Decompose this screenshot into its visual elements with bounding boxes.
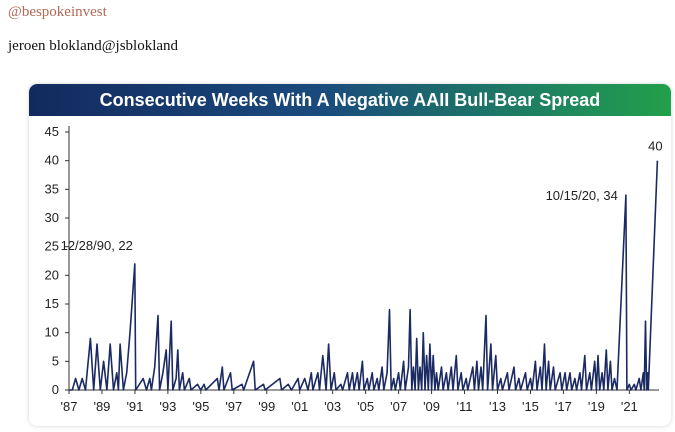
chart-svg: 0 5 10 15 20 25 30 35 40 45 '87 '89 '91 '93 '95 '97 '99 '… [45,124,663,414]
x-tick-label: '99 [258,399,275,414]
x-tick-label: '03 [324,399,341,414]
annotation-label: 40 [648,139,662,154]
author-line: jeroen blokland@jsblokland [8,38,179,54]
x-tick-label: '07 [390,399,407,414]
y-tick-label: 5 [52,353,59,368]
x-tick-label: '15 [522,399,539,414]
y-tick-label: 30 [45,210,59,225]
x-tick-label: '19 [588,399,605,414]
x-tick-label: '95 [192,399,209,414]
x-tick-label: '87 [61,399,78,414]
x-tick-label: '91 [126,399,143,414]
annotation-label: 10/15/20, 34 [546,188,618,203]
y-tick-label: 40 [45,153,59,168]
x-tick-label: '89 [93,399,110,414]
chart-title: Consecutive Weeks With A Negative AAII B… [29,84,671,116]
x-tick-label: '13 [489,399,506,414]
x-tick-label: '93 [159,399,176,414]
tweet-handle[interactable]: @bespokeinvest [8,4,107,20]
y-tick-label: 20 [45,267,59,282]
x-tick-label: '21 [621,399,638,414]
y-tick-label: 25 [45,239,59,254]
x-tick-label: '11 [457,399,473,414]
x-tick-label: '01 [291,399,308,414]
y-tick-label: 35 [45,181,59,196]
series-line [69,160,659,391]
y-tick-label: 10 [45,325,59,340]
x-tick-label: '17 [555,399,572,414]
y-tick-label: 45 [45,124,59,139]
x-tick-label: '05 [357,399,374,414]
annotation-label: 12/28/90, 22 [61,238,133,253]
x-tick-label: '09 [423,399,440,414]
x-tick-label: '97 [225,399,242,414]
y-tick-label: 0 [52,382,59,397]
chart-card: Consecutive Weeks With A Negative AAII B… [29,84,671,426]
y-tick-label: 15 [45,296,59,311]
